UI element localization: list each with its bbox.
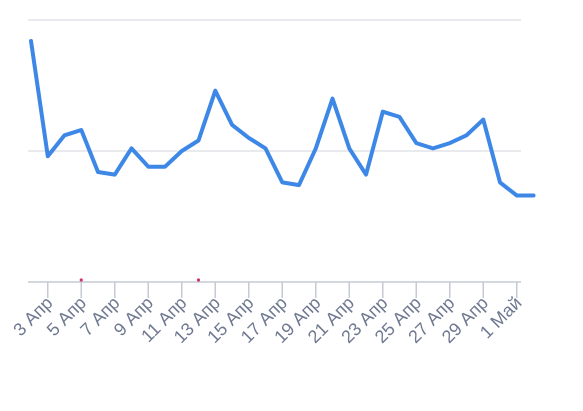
series-layer [29, 39, 536, 198]
markers [79, 278, 201, 282]
grid-lines [28, 19, 521, 152]
axis-marker [196, 278, 201, 282]
series-line-0 [29, 39, 536, 198]
axis-marker [79, 278, 83, 282]
